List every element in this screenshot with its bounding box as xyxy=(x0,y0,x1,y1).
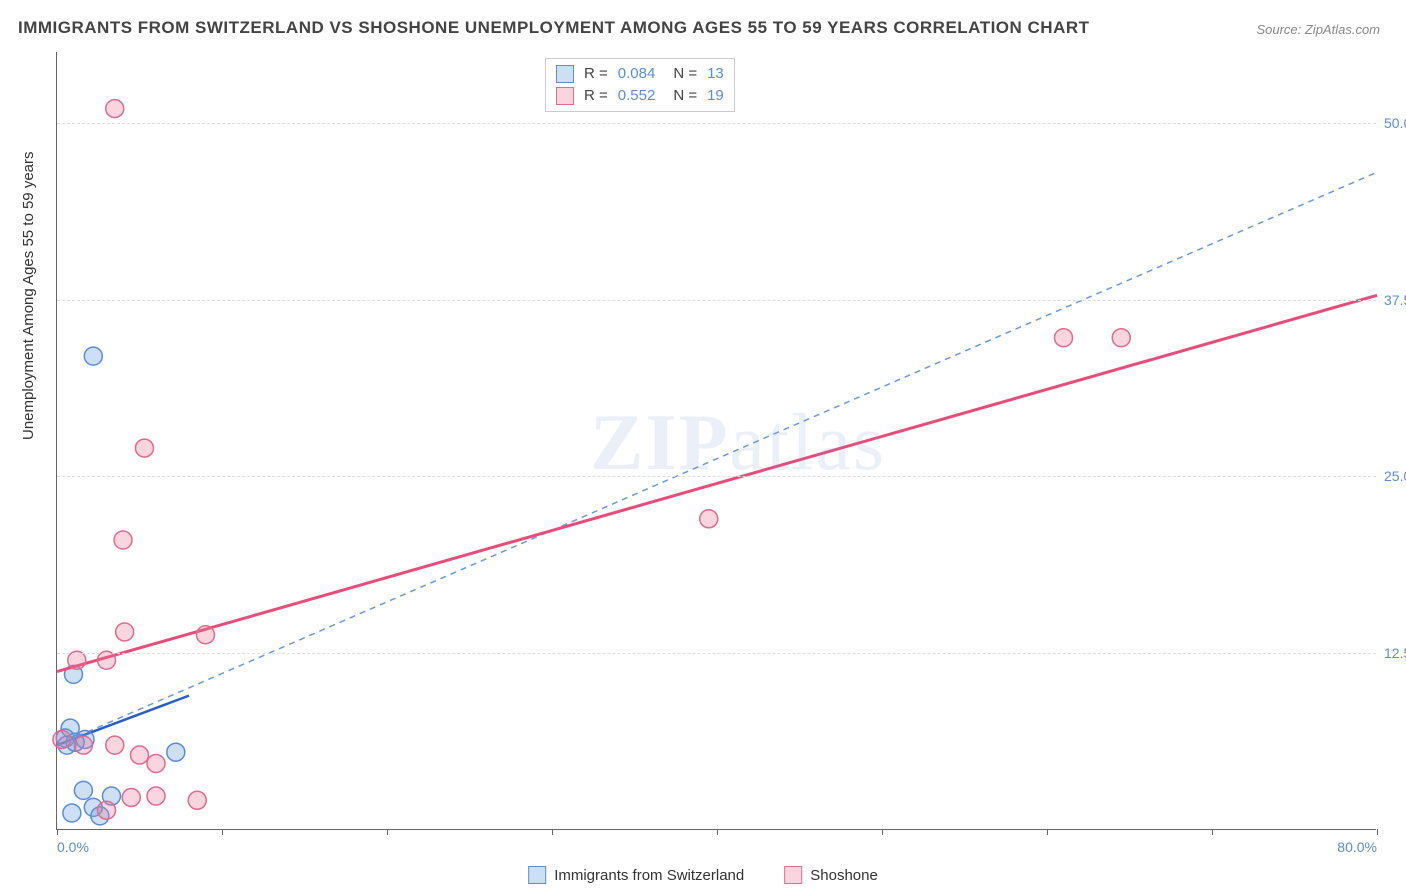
data-point xyxy=(1055,329,1073,347)
gridline xyxy=(57,123,1376,124)
data-point xyxy=(167,743,185,761)
legend-bottom-label-0: Immigrants from Switzerland xyxy=(554,867,744,884)
data-point xyxy=(114,531,132,549)
data-point xyxy=(84,347,102,365)
plot-area: 12.5%25.0%37.5%50.0%0.0%80.0% xyxy=(56,52,1376,830)
legend-r-val-0: 0.084 xyxy=(618,63,656,85)
ytick-label: 37.5% xyxy=(1384,292,1406,308)
legend-bottom-item-0: Immigrants from Switzerland xyxy=(528,866,744,884)
data-point xyxy=(135,439,153,457)
data-point xyxy=(131,746,149,764)
data-point xyxy=(63,804,81,822)
xtick xyxy=(57,829,58,835)
data-point xyxy=(106,100,124,118)
xtick xyxy=(717,829,718,835)
chart-title: IMMIGRANTS FROM SWITZERLAND VS SHOSHONE … xyxy=(18,18,1090,38)
xtick xyxy=(882,829,883,835)
data-point xyxy=(122,788,140,806)
ytick-label: 50.0% xyxy=(1384,115,1406,131)
data-point xyxy=(116,623,134,641)
xtick xyxy=(222,829,223,835)
data-point xyxy=(74,736,92,754)
legend-n-label-0: N = xyxy=(673,63,697,85)
data-point xyxy=(1112,329,1130,347)
xtick xyxy=(1047,829,1048,835)
data-point xyxy=(106,736,124,754)
gridline xyxy=(57,476,1376,477)
legend-r-label-1: R = xyxy=(584,85,608,107)
data-point xyxy=(188,791,206,809)
xtick xyxy=(552,829,553,835)
xtick-label: 80.0% xyxy=(1337,839,1377,855)
trend-line xyxy=(57,172,1377,745)
ytick-label: 25.0% xyxy=(1384,468,1406,484)
xtick xyxy=(1377,829,1378,835)
ytick-label: 12.5% xyxy=(1384,645,1406,661)
data-point xyxy=(53,730,71,748)
data-point xyxy=(98,801,116,819)
legend-top: R = 0.084 N = 13 R = 0.552 N = 19 xyxy=(545,58,735,112)
legend-r-val-1: 0.552 xyxy=(618,85,656,107)
gridline xyxy=(57,300,1376,301)
legend-bottom-swatch-0 xyxy=(528,866,546,884)
source-label: Source: ZipAtlas.com xyxy=(1256,22,1380,37)
legend-swatch-1 xyxy=(556,87,574,105)
legend-top-row-0: R = 0.084 N = 13 xyxy=(556,63,724,85)
legend-bottom-item-1: Shoshone xyxy=(784,866,878,884)
legend-n-val-1: 19 xyxy=(707,85,724,107)
legend-n-label-1: N = xyxy=(673,85,697,107)
data-point xyxy=(197,626,215,644)
xtick xyxy=(387,829,388,835)
legend-n-val-0: 13 xyxy=(707,63,724,85)
legend-top-row-1: R = 0.552 N = 19 xyxy=(556,85,724,107)
legend-swatch-0 xyxy=(556,65,574,83)
xtick xyxy=(1212,829,1213,835)
data-point xyxy=(147,787,165,805)
xtick-label: 0.0% xyxy=(57,839,89,855)
legend-bottom-label-1: Shoshone xyxy=(810,867,878,884)
trend-line xyxy=(57,295,1377,671)
legend-r-label-0: R = xyxy=(584,63,608,85)
plot-svg xyxy=(57,52,1376,829)
gridline xyxy=(57,653,1376,654)
y-axis-label: Unemployment Among Ages 55 to 59 years xyxy=(20,151,37,440)
legend-bottom: Immigrants from Switzerland Shoshone xyxy=(528,866,878,884)
data-point xyxy=(147,755,165,773)
data-point xyxy=(700,510,718,528)
legend-bottom-swatch-1 xyxy=(784,866,802,884)
data-point xyxy=(74,781,92,799)
